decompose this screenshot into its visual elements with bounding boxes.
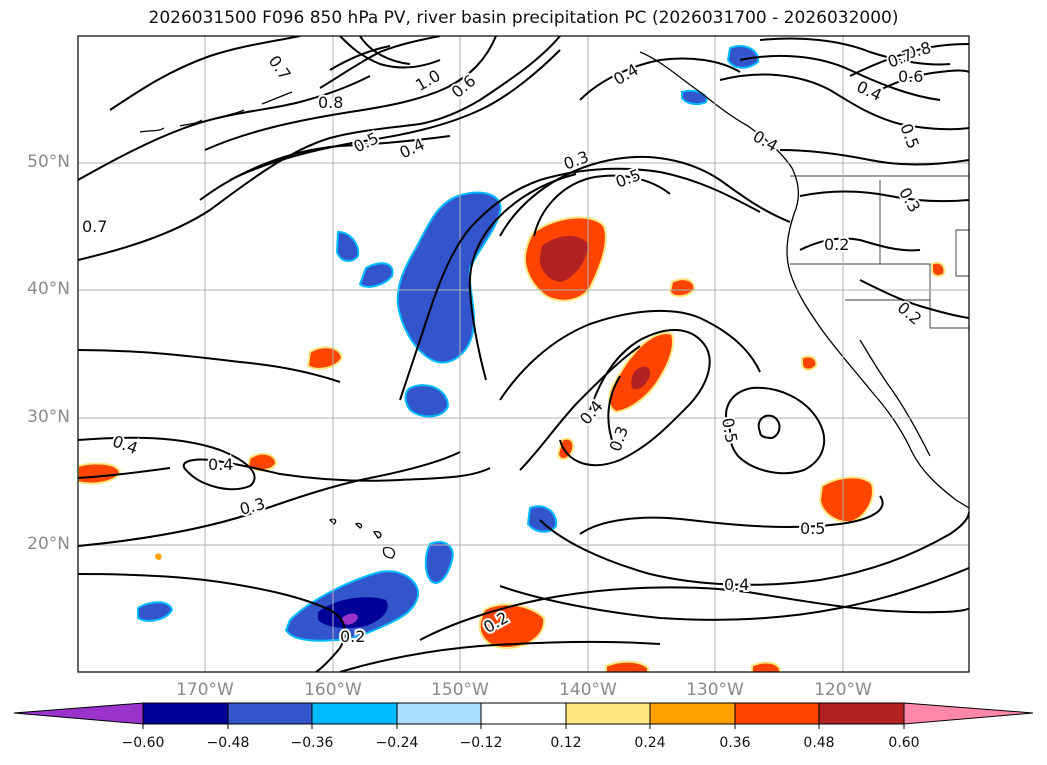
colorbar-swatch-4 xyxy=(396,702,482,725)
precip-negative-east xyxy=(526,505,558,533)
precip-positive-mid-core xyxy=(631,366,651,390)
pv-label-0-6-ne: 0.6 xyxy=(898,67,923,86)
map-area: 0.7 0.4 0.4 0.3 0.2 0.2 0.5 0.4 0.8 1.0 … xyxy=(78,36,969,672)
colorbar-tick-label: 0.24 xyxy=(634,735,666,751)
colorbar-tick-label: −0.60 xyxy=(121,735,165,751)
pv-label-0-2-california: 0.2 xyxy=(824,235,849,254)
colorbar-tick-label: −0.24 xyxy=(375,735,419,751)
colorbar-tick-label: 0.48 xyxy=(803,735,835,751)
lat-label-50n: 50°N xyxy=(27,152,70,172)
lon-label-150w: 150°W xyxy=(431,680,489,700)
precip-negative-far-south xyxy=(137,601,174,622)
colorbar-swatch-3 xyxy=(311,702,398,725)
precip-positive-far-west xyxy=(78,462,122,485)
precip-positive-tiny xyxy=(155,553,162,560)
lon-label-160w: 160°W xyxy=(304,680,362,700)
colorbar xyxy=(13,702,1034,729)
pv-label-0-4-southeast: 0.4 xyxy=(724,575,749,594)
colorbar-tick-label: 0.36 xyxy=(719,735,751,751)
precip-positive-small-east xyxy=(668,278,696,298)
hawaii-islands xyxy=(328,518,396,559)
precip-negative-central xyxy=(396,191,502,364)
precip-negative-alaska xyxy=(681,44,760,106)
lon-label-120w: 120°W xyxy=(814,680,872,700)
baja-coast xyxy=(859,339,931,457)
precip-negative-south-core xyxy=(318,597,388,628)
map-border xyxy=(77,35,970,673)
precip-positive-bottom xyxy=(605,660,781,672)
lon-label-140w: 140°W xyxy=(559,680,617,700)
lat-label-20n: 20°N xyxy=(27,534,70,554)
pv-label-0-8-north: 0.8 xyxy=(318,93,343,112)
colorbar-swatch-8 xyxy=(734,702,820,725)
precip-negative-small-1 xyxy=(335,230,360,262)
precip-negative-south-peak xyxy=(342,613,358,625)
map-title: 2026031500 F096 850 hPa PV, river basin … xyxy=(148,8,899,28)
aleutian-islands xyxy=(139,91,293,133)
north-america-coast xyxy=(639,51,969,509)
lat-label-30n: 30°N xyxy=(27,407,70,427)
colorbar-swatch-9 xyxy=(818,702,905,725)
colorbar-swatch-1 xyxy=(142,702,229,725)
lat-label-40n: 40°N xyxy=(27,279,70,299)
colorbar-tick-label: −0.36 xyxy=(290,735,334,751)
lon-label-130w: 130°W xyxy=(686,680,744,700)
precip-positive-coast xyxy=(801,261,946,371)
pv-label-0-4-subtropic: 0.4 xyxy=(208,455,233,474)
pv-contours xyxy=(78,36,969,672)
precip-shading xyxy=(78,44,946,672)
gridlines xyxy=(78,36,969,672)
coastlines xyxy=(139,51,969,559)
colorbar-tick-label: −0.48 xyxy=(206,735,250,751)
precip-negative-hawaii-north xyxy=(404,384,450,418)
colorbar-tick-label: −0.12 xyxy=(459,735,503,751)
lon-label-170w: 170°W xyxy=(176,680,234,700)
colorbar-swatch-5 xyxy=(480,702,567,725)
precip-positive-southeast xyxy=(818,476,874,524)
colorbar-swatch-10 xyxy=(903,702,1034,725)
colorbar-swatch-2 xyxy=(227,702,313,725)
colorbar-tick-label: 0.60 xyxy=(888,735,920,751)
pv-label-0-7-west: 0.7 xyxy=(82,217,107,236)
precip-negative-small-2 xyxy=(358,262,394,288)
pv-label-0-5-southeast: 0.5 xyxy=(800,519,825,538)
colorbar-swatch-7 xyxy=(649,702,736,725)
state-borders xyxy=(790,175,969,329)
colorbar-tick-label: 0.12 xyxy=(550,735,582,751)
colorbar-swatch-0 xyxy=(13,702,144,725)
pv-label-0-2-south: 0.2 xyxy=(340,627,365,646)
colorbar-swatch-6 xyxy=(565,702,651,725)
precip-positive-gulf-core xyxy=(539,235,588,282)
